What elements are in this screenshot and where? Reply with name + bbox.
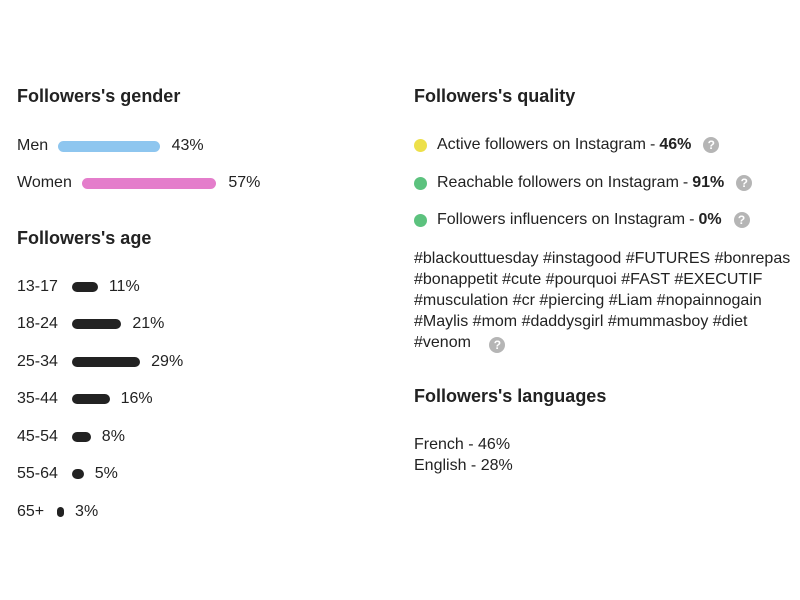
age-label: 65+ <box>17 503 45 520</box>
help-icon[interactable]: ? <box>489 337 506 353</box>
status-dot <box>414 176 427 190</box>
help-icon[interactable]: ? <box>736 175 753 191</box>
age-bar <box>72 282 98 292</box>
quality-label: Active followers on Instagram <box>437 136 646 153</box>
quality-separator: - <box>682 174 689 191</box>
quality-separator: - <box>689 211 695 228</box>
gender-bar-women <box>81 177 217 189</box>
age-row: 35-44 16% <box>17 389 153 409</box>
quality-label: Followers influencers on Instagram <box>437 211 686 228</box>
hashtags-text: #blackouttuesday #instagood #FUTURES #bo… <box>414 250 791 351</box>
quality-value: 46% <box>659 136 692 153</box>
age-title: Followers's age <box>17 228 152 248</box>
quality-label: Reachable followers on Instagram <box>437 174 679 191</box>
age-bar <box>72 394 110 404</box>
quality-separator: - <box>649 136 656 153</box>
languages-title: Followers's languages <box>414 386 607 406</box>
age-label: 18-24 <box>17 315 58 332</box>
age-label: 55-64 <box>17 465 58 482</box>
gender-label: Men <box>17 137 49 154</box>
gender-title: Followers's gender <box>17 86 181 106</box>
age-bar <box>72 469 84 479</box>
age-label: 35-44 <box>17 390 58 407</box>
age-row: 25-34 29% <box>17 352 183 372</box>
age-value: 16% <box>120 390 153 407</box>
quality-value: 0% <box>698 211 722 228</box>
gender-row-women: Women 57% <box>17 173 260 193</box>
age-value: 11% <box>108 278 140 295</box>
gender-label: Women <box>17 174 72 191</box>
help-icon[interactable]: ? <box>703 137 720 153</box>
age-value: 29% <box>151 353 184 370</box>
age-row: 55-64 5% <box>17 464 118 484</box>
age-value: 8% <box>101 428 125 445</box>
age-label: 45-54 <box>17 428 58 445</box>
age-bar <box>72 357 141 367</box>
hashtags-block: #blackouttuesday #instagood #FUTURES #bo… <box>414 248 796 353</box>
quality-row-reachable: Reachable followers on Instagram - 91% ? <box>414 172 753 194</box>
age-row: 18-24 21% <box>17 314 164 334</box>
age-label: 25-34 <box>17 353 58 370</box>
quality-value: 91% <box>692 174 725 191</box>
age-row: 45-54 8% <box>17 427 125 447</box>
help-icon[interactable]: ? <box>733 212 750 228</box>
gender-bar-men <box>58 140 160 152</box>
age-label: 13-17 <box>17 278 58 295</box>
language-item: English - 28% <box>414 457 513 474</box>
status-dot <box>414 138 427 152</box>
age-bar <box>72 319 122 329</box>
age-value: 3% <box>75 503 99 520</box>
status-dot <box>414 213 427 227</box>
gender-value: 57% <box>228 174 261 191</box>
gender-row-men: Men 43% <box>17 136 204 156</box>
quality-row-influencers: Followers influencers on Instagram - 0% … <box>414 209 750 231</box>
quality-title: Followers's quality <box>414 86 576 106</box>
age-row: 13-17 11% <box>17 277 140 297</box>
age-bar <box>72 432 91 442</box>
gender-value: 43% <box>171 137 204 154</box>
age-value: 5% <box>94 465 118 482</box>
age-row: 65+ 3% <box>17 502 98 522</box>
language-item: French - 46% <box>414 436 511 453</box>
age-bar <box>57 507 65 517</box>
quality-row-active: Active followers on Instagram - 46% ? <box>414 134 720 156</box>
age-value: 21% <box>132 315 165 332</box>
